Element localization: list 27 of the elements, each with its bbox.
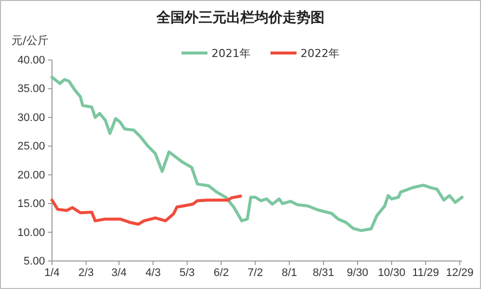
y-tick-label: 20.00: [17, 169, 45, 182]
x-tick-label: 3/4: [111, 266, 127, 279]
x-tick-label: 11/29: [412, 266, 440, 279]
y-tick-label: 10.00: [17, 226, 45, 239]
x-tick-label: 2/3: [78, 266, 94, 279]
legend-label: 2021年: [212, 47, 250, 60]
y-tick-label: 40.00: [17, 54, 45, 67]
y-tick-label: 35.00: [17, 83, 45, 96]
x-tick-label: 8/31: [312, 266, 334, 279]
chart-title: 全国外三元出栏均价走势图: [156, 10, 324, 26]
x-tick-label: 4/3: [145, 266, 161, 279]
legend-label: 2022年: [300, 47, 340, 60]
y-axis-title: 元/公斤: [12, 34, 48, 47]
x-tick-label: 10/30: [378, 266, 406, 279]
y-tick-label: 15.00: [17, 198, 45, 210]
line-series: [50, 76, 464, 232]
x-tick-label: 6/2: [214, 266, 229, 279]
x-tick-label: 5/3: [180, 266, 195, 279]
x-tick-label: 1/4: [44, 266, 60, 279]
y-tick-label: 5.00: [24, 256, 45, 268]
line-series: [50, 194, 242, 226]
y-tick-label: 30.00: [17, 112, 45, 124]
x-tick-label: 9/30: [346, 266, 368, 279]
x-tick-label: 8/1: [282, 266, 298, 279]
y-tick-label: 25.00: [17, 140, 45, 153]
x-tick-label: 12/29: [446, 266, 474, 279]
x-tick-label: 7/2: [248, 266, 263, 279]
